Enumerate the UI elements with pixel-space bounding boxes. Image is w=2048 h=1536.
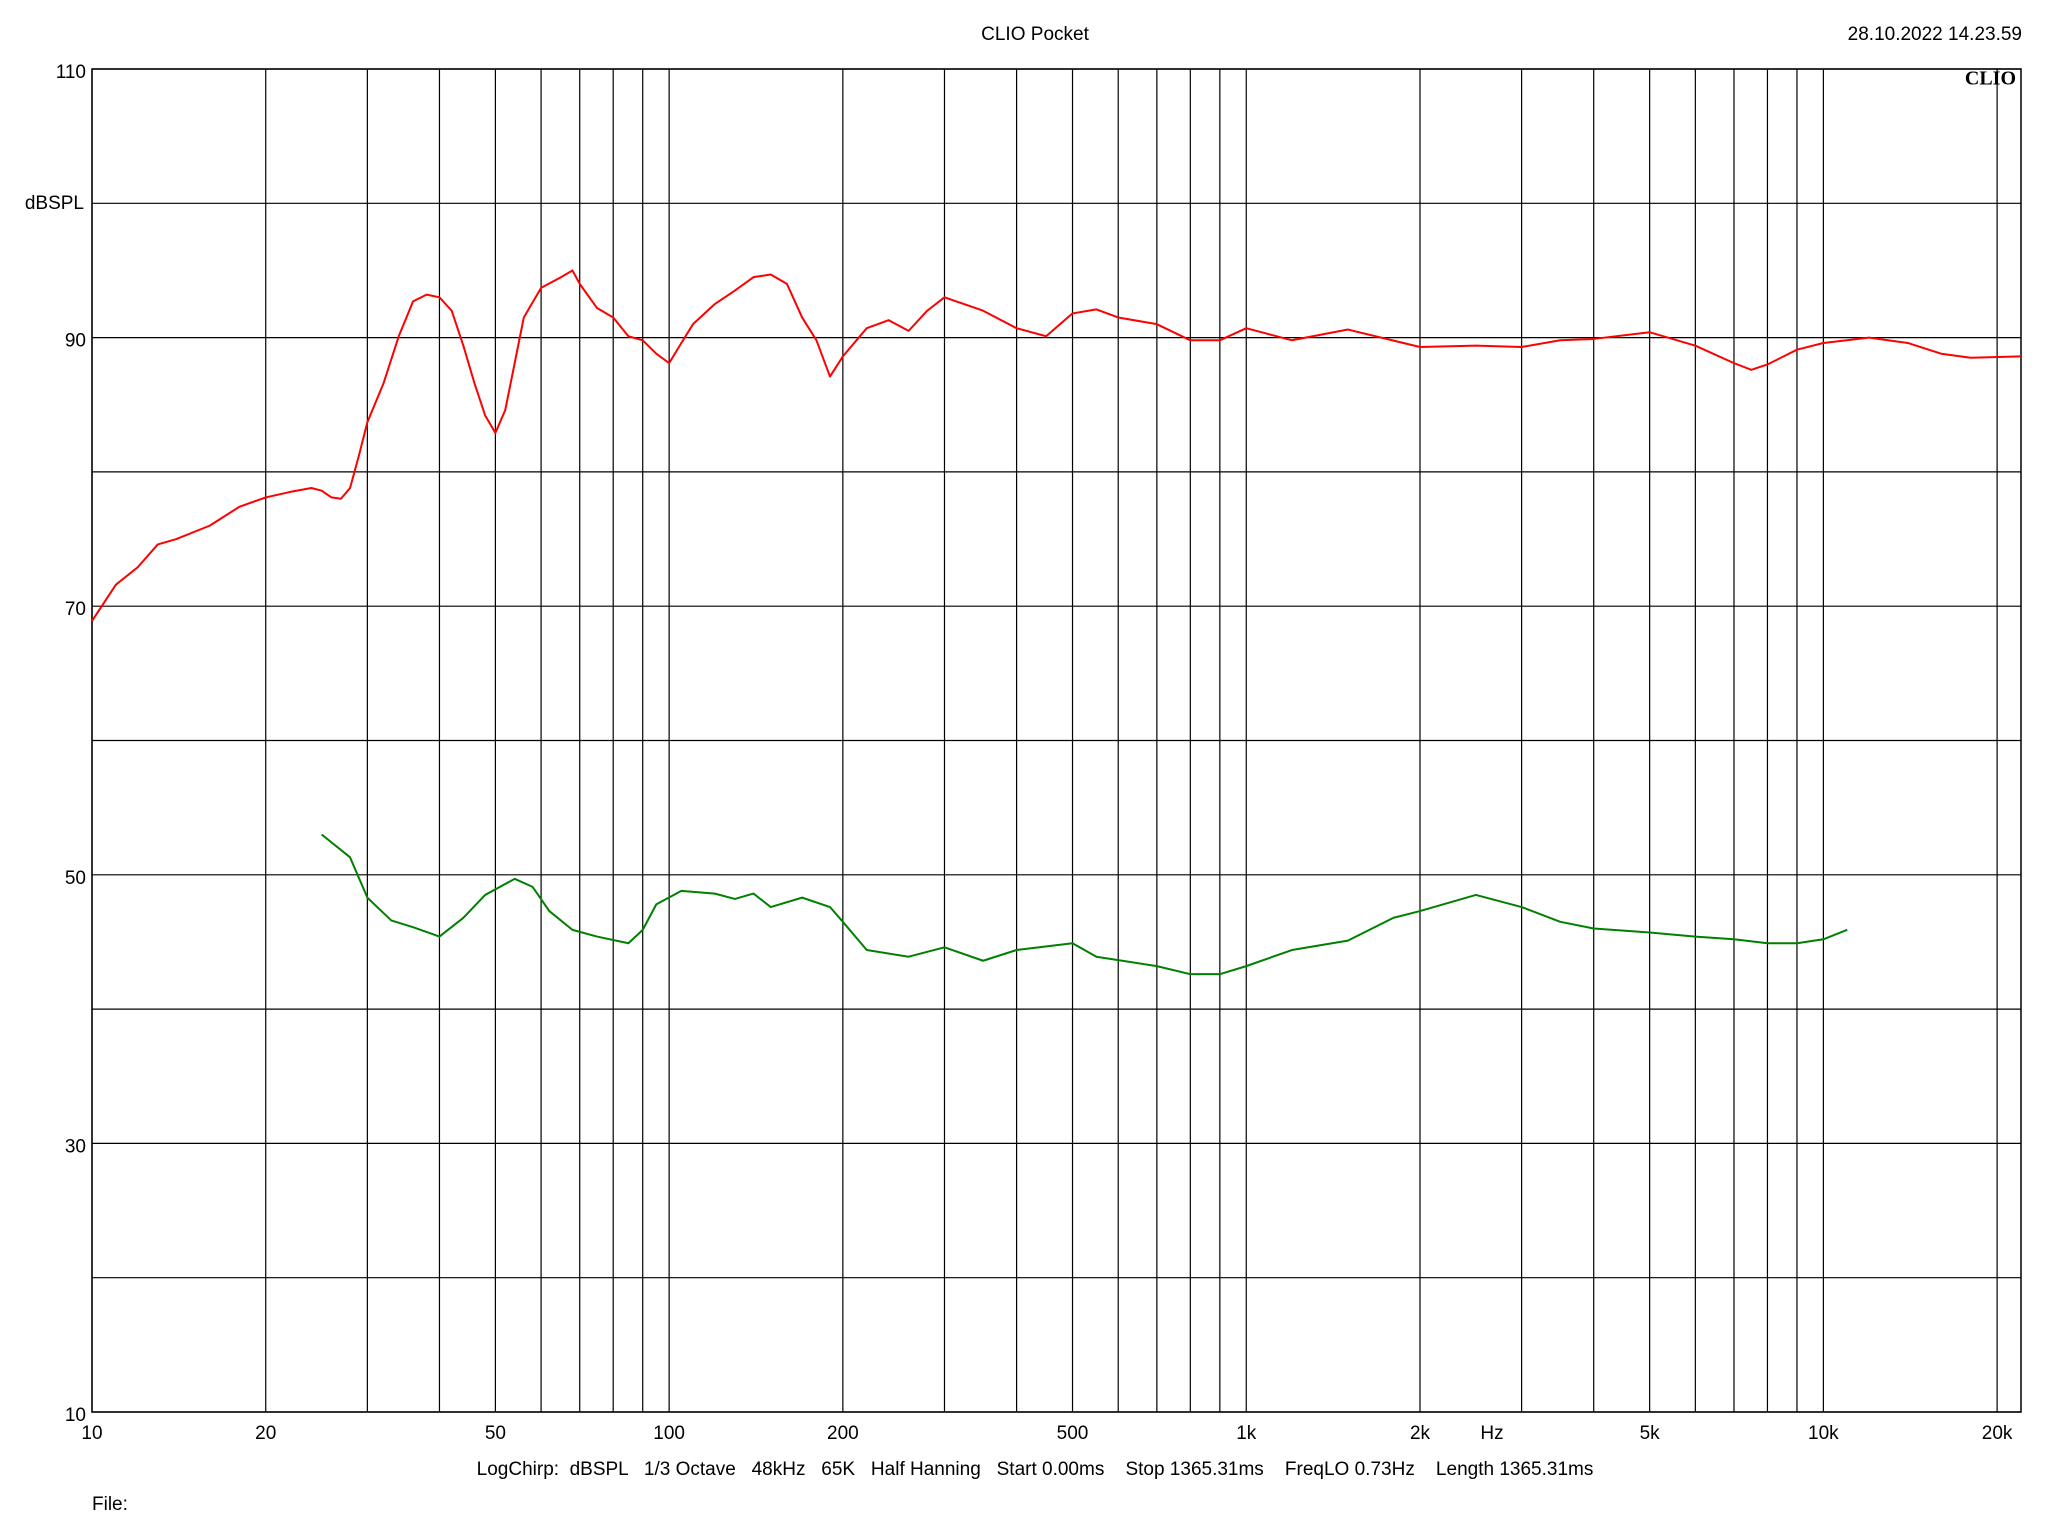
measurement-settings: LogChirp: dBSPL 1/3 Octave 48kHz 65K Hal… bbox=[477, 1459, 1594, 1480]
plot-frame bbox=[91, 68, 2022, 1413]
y-tick-label: 110 bbox=[56, 62, 86, 83]
x-tick-label: 200 bbox=[827, 1423, 859, 1444]
timestamp: 28.10.2022 14.23.59 bbox=[1848, 24, 2022, 45]
x-tick-label: 20 bbox=[255, 1423, 276, 1444]
y-tick-label: 30 bbox=[65, 1136, 86, 1157]
x-tick-label: 10 bbox=[81, 1423, 102, 1444]
x-tick-label: 20k bbox=[1982, 1423, 2013, 1444]
y-tick-label: 50 bbox=[65, 868, 86, 889]
x-tick-label: 5k bbox=[1640, 1423, 1661, 1444]
chart-title: CLIO Pocket bbox=[981, 24, 1089, 45]
x-tick-label: 50 bbox=[485, 1423, 506, 1444]
x-tick-label: 100 bbox=[653, 1423, 685, 1444]
y-tick-label: 90 bbox=[65, 331, 86, 352]
x-tick-label: 1k bbox=[1236, 1423, 1257, 1444]
logo: CLIO bbox=[1965, 68, 2016, 90]
series-line bbox=[321, 833, 1848, 976]
y-axis-label: dBSPL bbox=[25, 193, 84, 214]
x-tick-label: 2k bbox=[1410, 1423, 1431, 1444]
y-tick-label: 10 bbox=[65, 1405, 86, 1426]
series-line bbox=[91, 269, 2022, 622]
file-label: File: bbox=[92, 1494, 128, 1515]
x-tick-label: 10k bbox=[1808, 1423, 1839, 1444]
x-axis-label: Hz bbox=[1480, 1423, 1503, 1444]
y-tick-label: 70 bbox=[65, 599, 86, 620]
x-tick-label: 500 bbox=[1057, 1423, 1089, 1444]
